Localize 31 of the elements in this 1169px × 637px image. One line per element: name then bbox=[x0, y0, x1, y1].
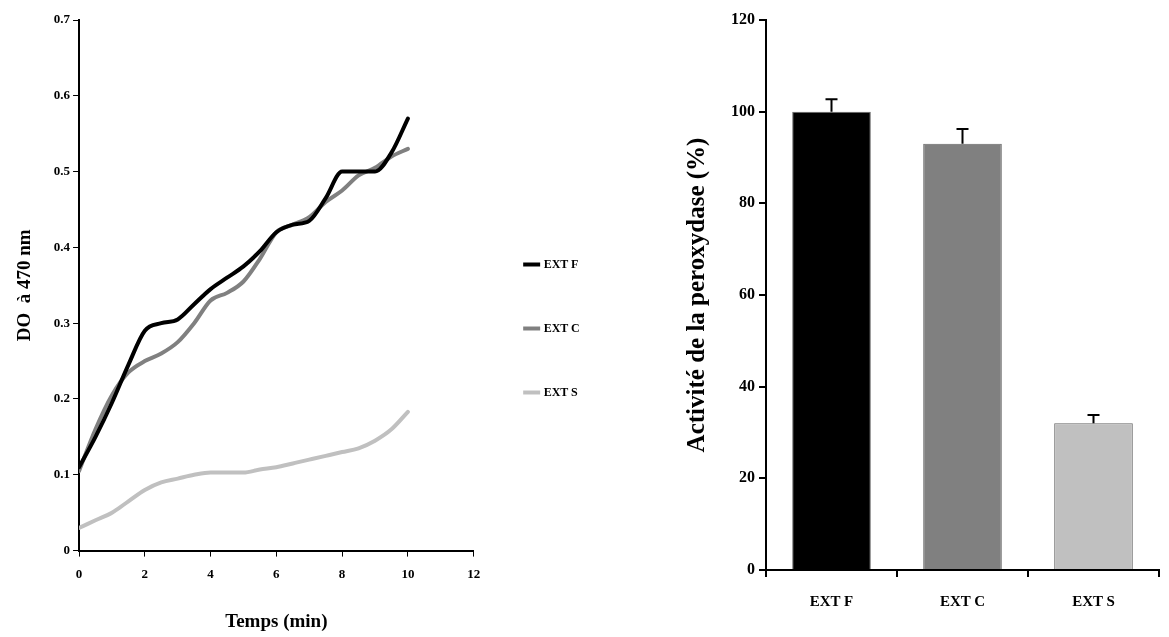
x-tick-label: 6 bbox=[273, 565, 281, 581]
x-tick-label: EXT S bbox=[1072, 592, 1115, 609]
line-series bbox=[79, 409, 410, 530]
y-tick-label: 0.4 bbox=[53, 238, 71, 254]
y-tick-label: 120 bbox=[731, 10, 755, 28]
y-tick-label: 0.6 bbox=[53, 87, 71, 103]
y-tick-label: 100 bbox=[731, 101, 755, 119]
y-tick-label: 20 bbox=[739, 468, 755, 486]
y-tick-label: 0.2 bbox=[53, 390, 71, 406]
legend-label: EXT C bbox=[543, 320, 580, 335]
x-tick-label: EXT F bbox=[809, 592, 854, 609]
x-tick-label: 8 bbox=[338, 565, 346, 581]
y-tick-label: 40 bbox=[739, 376, 755, 394]
y-axis-title: DO à 470 nm bbox=[13, 229, 35, 342]
y-axis-title: Activité de la peroxydase (%) bbox=[682, 137, 711, 453]
y-tick-label: 0.1 bbox=[53, 466, 71, 482]
x-tick-label: 0 bbox=[75, 565, 83, 581]
x-axis-title: Temps (min) bbox=[225, 609, 328, 632]
y-tick-label: 0.5 bbox=[53, 162, 71, 178]
y-tick-label: 0 bbox=[63, 541, 71, 557]
y-tick-label: 60 bbox=[739, 285, 755, 303]
x-tick-label: 2 bbox=[141, 565, 149, 581]
x-tick-label: 4 bbox=[207, 565, 215, 581]
legend-label: EXT S bbox=[543, 384, 579, 399]
legend-label: EXT F bbox=[543, 256, 579, 271]
y-tick-label: 80 bbox=[739, 193, 755, 211]
x-tick-label: 12 bbox=[467, 565, 481, 581]
y-tick-label: 0.3 bbox=[53, 314, 71, 330]
y-tick-label: 0.7 bbox=[53, 11, 71, 27]
x-tick-label: EXT C bbox=[939, 592, 986, 609]
x-tick-label: 10 bbox=[401, 565, 415, 581]
